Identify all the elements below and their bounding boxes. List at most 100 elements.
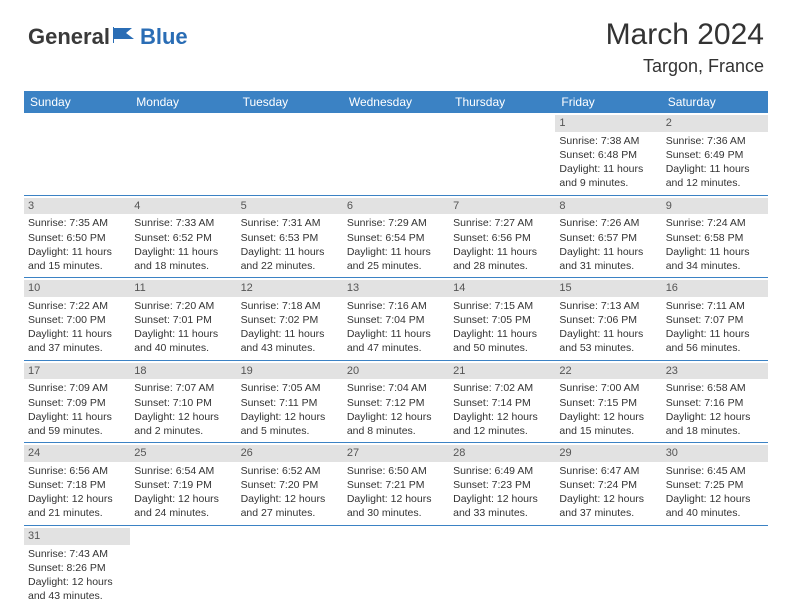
sunset-text: Sunset: 7:00 PM	[28, 313, 126, 327]
calendar-cell: 18Sunrise: 7:07 AMSunset: 7:10 PMDayligh…	[130, 360, 236, 443]
calendar-row: 17Sunrise: 7:09 AMSunset: 7:09 PMDayligh…	[24, 360, 768, 443]
calendar-row: 1Sunrise: 7:38 AMSunset: 6:48 PMDaylight…	[24, 113, 768, 195]
daylight-text: Daylight: 12 hours and 24 minutes.	[134, 492, 232, 520]
calendar-cell: 31Sunrise: 7:43 AMSunset: 8:26 PMDayligh…	[24, 525, 130, 607]
daylight-text: Daylight: 12 hours and 12 minutes.	[453, 410, 551, 438]
calendar-cell: 16 Sunrise: 7:11 AMSunset: 7:07 PMDayligh…	[662, 278, 768, 361]
calendar-cell: 10 Sunrise: 7:22 AMSunset: 7:00 PMDayligh…	[24, 278, 130, 361]
sunrise-text: Sunrise: 7:38 AM	[559, 134, 657, 148]
title-month: March 2024	[606, 18, 764, 52]
daylight-text: Daylight: 11 hours and 56 minutes.	[666, 327, 764, 355]
calendar-cell	[555, 525, 661, 607]
calendar-cell: 30Sunrise: 6:45 AMSunset: 7:25 PMDayligh…	[662, 443, 768, 526]
calendar-cell: 7Sunrise: 7:27 AMSunset: 6:56 PMDaylight…	[449, 195, 555, 278]
calendar-cell	[237, 113, 343, 195]
daylight-text: Daylight: 11 hours and 37 minutes.	[28, 327, 126, 355]
sunset-text: Sunset: 7:20 PM	[241, 478, 339, 492]
calendar-cell: 9Sunrise: 7:24 AMSunset: 6:58 PMDaylight…	[662, 195, 768, 278]
sunset-text: Sunset: 7:21 PM	[347, 478, 445, 492]
sunrise-text: Sunrise: 7:16 AM	[347, 299, 445, 313]
day-number: 1	[555, 115, 661, 132]
daylight-text: Daylight: 11 hours and 40 minutes.	[134, 327, 232, 355]
day-number: 23	[662, 363, 768, 380]
day-number: 10	[24, 280, 130, 297]
day-number: 24	[24, 445, 130, 462]
calendar-cell: 26Sunrise: 6:52 AMSunset: 7:20 PMDayligh…	[237, 443, 343, 526]
title-block: March 2024 Targon, France	[606, 18, 764, 77]
weekday-header: Wednesday	[343, 91, 449, 113]
calendar-cell	[343, 525, 449, 607]
sunset-text: Sunset: 7:09 PM	[28, 396, 126, 410]
daylight-text: Daylight: 12 hours and 27 minutes.	[241, 492, 339, 520]
sunset-text: Sunset: 7:02 PM	[241, 313, 339, 327]
sunset-text: Sunset: 7:19 PM	[134, 478, 232, 492]
calendar-row: 3Sunrise: 7:35 AMSunset: 6:50 PMDaylight…	[24, 195, 768, 278]
day-number: 2	[662, 115, 768, 132]
sunrise-text: Sunrise: 7:00 AM	[559, 381, 657, 395]
calendar-row: 24Sunrise: 6:56 AMSunset: 7:18 PMDayligh…	[24, 443, 768, 526]
sunset-text: Sunset: 7:18 PM	[28, 478, 126, 492]
sunset-text: Sunset: 6:53 PM	[241, 231, 339, 245]
calendar-cell	[449, 113, 555, 195]
calendar-cell: 5Sunrise: 7:31 AMSunset: 6:53 PMDaylight…	[237, 195, 343, 278]
sunset-text: Sunset: 6:57 PM	[559, 231, 657, 245]
day-number: 13	[343, 280, 449, 297]
calendar-cell: 2Sunrise: 7:36 AMSunset: 6:49 PMDaylight…	[662, 113, 768, 195]
sunrise-text: Sunrise: 6:58 AM	[666, 381, 764, 395]
day-number: 14	[449, 280, 555, 297]
day-number: 25	[130, 445, 236, 462]
weekday-header-row: Sunday Monday Tuesday Wednesday Thursday…	[24, 91, 768, 113]
day-number: 11	[130, 280, 236, 297]
sunset-text: Sunset: 6:58 PM	[666, 231, 764, 245]
sunset-text: Sunset: 7:05 PM	[453, 313, 551, 327]
day-number: 4	[130, 198, 236, 215]
sunrise-text: Sunrise: 7:13 AM	[559, 299, 657, 313]
day-number: 30	[662, 445, 768, 462]
calendar-cell: 24Sunrise: 6:56 AMSunset: 7:18 PMDayligh…	[24, 443, 130, 526]
calendar-cell: 4Sunrise: 7:33 AMSunset: 6:52 PMDaylight…	[130, 195, 236, 278]
sunrise-text: Sunrise: 7:43 AM	[28, 547, 126, 561]
day-number: 5	[237, 198, 343, 215]
sunrise-text: Sunrise: 7:24 AM	[666, 216, 764, 230]
daylight-text: Daylight: 12 hours and 21 minutes.	[28, 492, 126, 520]
daylight-text: Daylight: 11 hours and 15 minutes.	[28, 245, 126, 273]
sunrise-text: Sunrise: 7:33 AM	[134, 216, 232, 230]
calendar-body: 1Sunrise: 7:38 AMSunset: 6:48 PMDaylight…	[24, 113, 768, 607]
sunset-text: Sunset: 6:56 PM	[453, 231, 551, 245]
sunset-text: Sunset: 6:49 PM	[666, 148, 764, 162]
sunset-text: Sunset: 7:10 PM	[134, 396, 232, 410]
daylight-text: Daylight: 12 hours and 8 minutes.	[347, 410, 445, 438]
daylight-text: Daylight: 11 hours and 59 minutes.	[28, 410, 126, 438]
sunset-text: Sunset: 7:12 PM	[347, 396, 445, 410]
day-number: 18	[130, 363, 236, 380]
daylight-text: Daylight: 12 hours and 5 minutes.	[241, 410, 339, 438]
sunset-text: Sunset: 8:26 PM	[28, 561, 126, 575]
sunrise-text: Sunrise: 7:29 AM	[347, 216, 445, 230]
daylight-text: Daylight: 12 hours and 40 minutes.	[666, 492, 764, 520]
daylight-text: Daylight: 11 hours and 50 minutes.	[453, 327, 551, 355]
calendar-cell: 6Sunrise: 7:29 AMSunset: 6:54 PMDaylight…	[343, 195, 449, 278]
sunrise-text: Sunrise: 6:50 AM	[347, 464, 445, 478]
sunset-text: Sunset: 7:14 PM	[453, 396, 551, 410]
sunset-text: Sunset: 7:11 PM	[241, 396, 339, 410]
weekday-header: Saturday	[662, 91, 768, 113]
sunrise-text: Sunrise: 7:11 AM	[666, 299, 764, 313]
day-number: 16	[662, 280, 768, 297]
daylight-text: Daylight: 12 hours and 30 minutes.	[347, 492, 445, 520]
sunrise-text: Sunrise: 7:22 AM	[28, 299, 126, 313]
calendar-cell: 12Sunrise: 7:18 AMSunset: 7:02 PMDayligh…	[237, 278, 343, 361]
sunset-text: Sunset: 7:07 PM	[666, 313, 764, 327]
sunrise-text: Sunrise: 6:54 AM	[134, 464, 232, 478]
calendar-cell: 23Sunrise: 6:58 AMSunset: 7:16 PMDayligh…	[662, 360, 768, 443]
calendar-cell: 14 Sunrise: 7:15 AMSunset: 7:05 PMDayligh…	[449, 278, 555, 361]
logo-text-general: General	[28, 24, 110, 50]
flag-icon	[112, 25, 138, 50]
weekday-header: Tuesday	[237, 91, 343, 113]
sunrise-text: Sunrise: 7:09 AM	[28, 381, 126, 395]
daylight-text: Daylight: 12 hours and 18 minutes.	[666, 410, 764, 438]
sunrise-text: Sunrise: 6:45 AM	[666, 464, 764, 478]
day-number: 6	[343, 198, 449, 215]
calendar-cell: 11Sunrise: 7:20 AMSunset: 7:01 PMDayligh…	[130, 278, 236, 361]
sunrise-text: Sunrise: 7:15 AM	[453, 299, 551, 313]
sunset-text: Sunset: 6:54 PM	[347, 231, 445, 245]
